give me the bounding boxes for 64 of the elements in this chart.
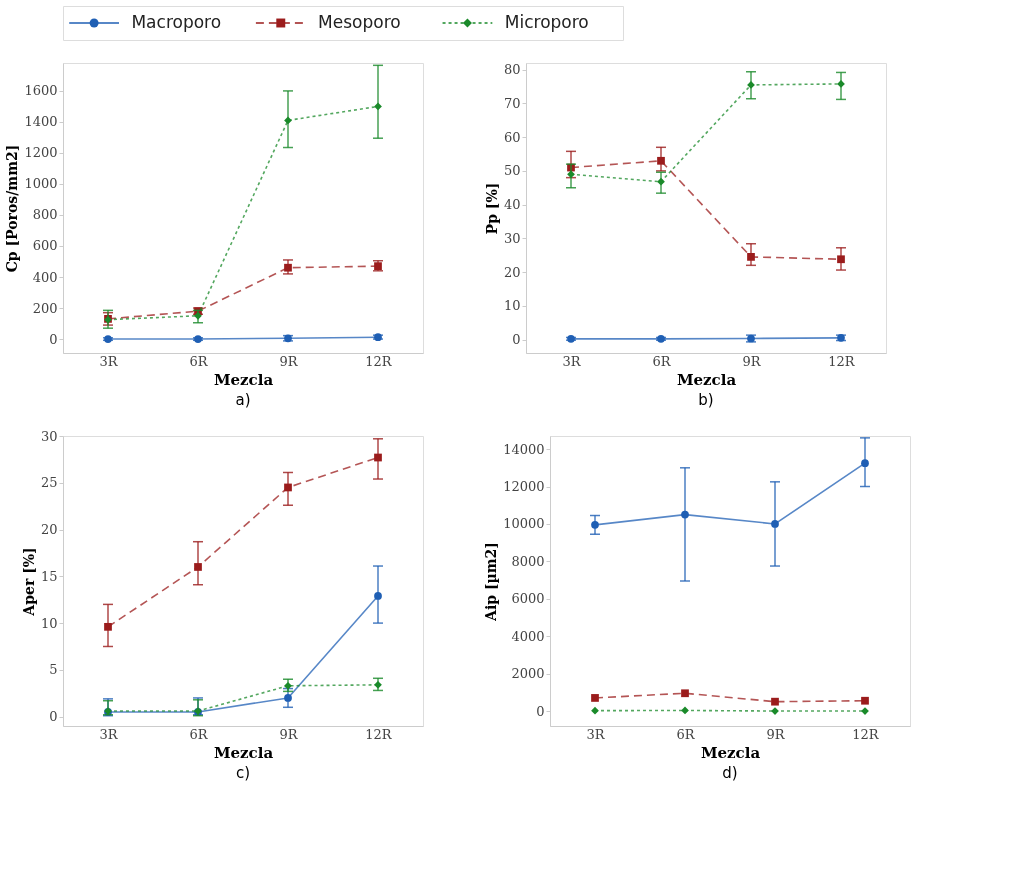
legend-label: Mesoporo (318, 12, 401, 32)
x-tick-label: 9R (742, 353, 762, 369)
y-tick-label: 80 (503, 62, 521, 78)
y-tick-label: 400 (32, 269, 58, 285)
text: b) (698, 391, 714, 409)
x-tick-label: 6R (652, 353, 672, 369)
text: c) (235, 764, 251, 782)
y-tick-label: 1000 (24, 176, 58, 192)
x-axis-title: Mezcla (213, 743, 274, 762)
y-tick-label: 30 (503, 230, 521, 246)
y-tick-label: 1200 (24, 145, 58, 161)
y-tick-label: 12000 (503, 479, 545, 495)
y-tick-label: 800 (32, 207, 58, 223)
y-tick-label: 50 (503, 163, 521, 179)
y-tick-label: 1400 (24, 114, 58, 130)
y-tick-label: 200 (32, 300, 58, 316)
x-axis-title: Mezcla (700, 743, 761, 762)
x-tick-label: 12R (365, 353, 393, 369)
y-tick-label: 15 (40, 568, 58, 584)
text: d) (722, 764, 738, 782)
y-tick-label: 10 (40, 615, 58, 631)
y-axis-title: Pp [%] (483, 182, 500, 235)
y-tick-label: 10 (503, 298, 521, 314)
x-tick-label: 12R (828, 353, 856, 369)
y-tick-label: 5 (49, 662, 58, 678)
y-axis-title: Aper [%] (20, 547, 37, 617)
x-axis-title: Mezcla (213, 370, 274, 389)
y-tick-label: 0 (512, 332, 521, 348)
y-tick-label: 600 (32, 238, 58, 254)
legend-label: Microporo (504, 12, 589, 32)
x-tick-label: 12R (365, 726, 393, 742)
y-tick-label: 40 (503, 197, 521, 213)
x-tick-label: 6R (676, 726, 696, 742)
x-tick-label: 12R (852, 726, 880, 742)
x-tick-label: 6R (189, 726, 209, 742)
y-tick-label: 1600 (24, 83, 58, 99)
y-tick-label: 0 (49, 331, 58, 347)
y-tick-label: 4000 (511, 628, 545, 644)
x-tick-label: 6R (189, 353, 209, 369)
x-tick-label: 3R (586, 726, 606, 742)
y-tick-label: 10000 (503, 516, 545, 532)
x-tick-label: 9R (279, 726, 299, 742)
y-tick-label: 0 (49, 709, 58, 725)
y-tick-label: 60 (503, 129, 521, 145)
legend-label: Macroporo (131, 12, 222, 32)
x-tick-label: 9R (279, 353, 299, 369)
y-tick-label: 2000 (511, 666, 545, 682)
y-tick-label: 25 (40, 475, 58, 491)
x-tick-label: 3R (99, 726, 119, 742)
y-tick-label: 6000 (511, 591, 545, 607)
y-axis-title: Cp [Poros/mm2] (4, 144, 21, 273)
y-tick-label: 14000 (503, 441, 545, 457)
y-tick-label: 20 (503, 264, 521, 280)
y-tick-label: 20 (40, 522, 58, 538)
y-axis-title: Aip [µm2] (483, 542, 500, 622)
x-tick-label: 3R (99, 353, 119, 369)
y-tick-label: 8000 (511, 553, 545, 569)
x-tick-label: 3R (562, 353, 582, 369)
x-axis-title: Mezcla (676, 370, 737, 389)
y-tick-label: 70 (503, 95, 521, 111)
y-tick-label: 30 (40, 428, 58, 444)
y-tick-label: 0 (536, 703, 545, 719)
x-tick-label: 9R (766, 726, 786, 742)
text: a) (235, 391, 251, 409)
